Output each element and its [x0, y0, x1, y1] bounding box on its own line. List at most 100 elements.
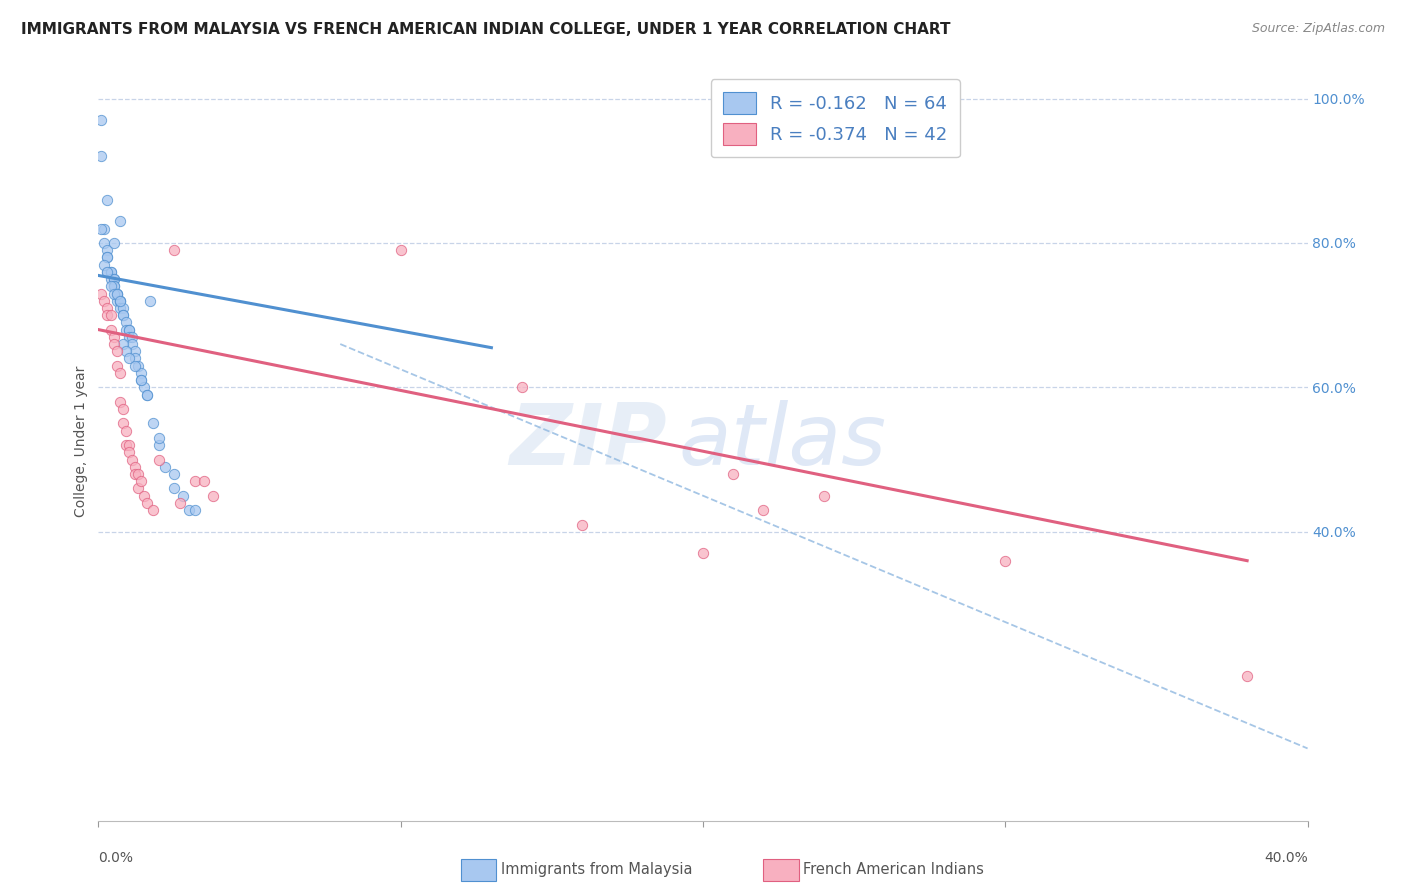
Point: [105, 286, 128, 301]
Point: [100, 265, 122, 279]
Point: [103, 279, 125, 293]
Point: [193, 475, 215, 489]
Point: [129, 475, 152, 489]
Point: [111, 417, 134, 431]
Point: [139, 293, 162, 308]
Text: 40.0%: 40.0%: [1264, 851, 1308, 865]
Text: 0.0%: 0.0%: [98, 851, 134, 865]
Point: [135, 387, 157, 401]
Point: [93, 293, 115, 308]
Point: [93, 258, 115, 272]
Point: [111, 308, 134, 322]
Point: [124, 359, 146, 373]
Point: [96, 193, 118, 207]
Point: [169, 496, 191, 510]
Point: [132, 380, 155, 394]
Text: atlas: atlas: [679, 400, 887, 483]
Point: [389, 243, 412, 257]
Point: [100, 308, 122, 322]
Point: [108, 214, 131, 228]
Point: [132, 489, 155, 503]
Point: [96, 265, 118, 279]
Point: [129, 366, 152, 380]
Point: [118, 445, 141, 459]
Point: [184, 503, 207, 517]
Point: [118, 323, 141, 337]
Point: [108, 293, 131, 308]
Point: [96, 251, 118, 265]
Point: [1236, 669, 1258, 683]
Point: [163, 467, 186, 481]
Point: [105, 286, 128, 301]
Point: [118, 330, 141, 344]
Point: [121, 452, 143, 467]
Point: [90, 113, 112, 128]
Point: [100, 265, 122, 279]
Point: [105, 344, 128, 359]
Point: [90, 221, 112, 235]
Point: [96, 301, 118, 315]
Point: [148, 438, 170, 452]
Point: [103, 279, 125, 293]
Point: [124, 459, 146, 474]
Y-axis label: College, Under 1 year: College, Under 1 year: [75, 366, 89, 517]
Point: [90, 149, 112, 163]
Point: [124, 351, 146, 366]
Text: ZIP: ZIP: [509, 400, 666, 483]
Point: [108, 301, 131, 315]
Point: [148, 452, 170, 467]
Point: [111, 337, 134, 351]
Text: IMMIGRANTS FROM MALAYSIA VS FRENCH AMERICAN INDIAN COLLEGE, UNDER 1 YEAR CORRELA: IMMIGRANTS FROM MALAYSIA VS FRENCH AMERI…: [21, 22, 950, 37]
Point: [124, 344, 146, 359]
Point: [172, 489, 194, 503]
Point: [114, 438, 136, 452]
Point: [114, 323, 136, 337]
Point: [135, 496, 157, 510]
Point: [96, 251, 118, 265]
Point: [127, 482, 149, 496]
Point: [692, 546, 714, 560]
Point: [96, 308, 118, 322]
Point: [129, 373, 152, 387]
Point: [723, 467, 745, 481]
Point: [142, 503, 165, 517]
Point: [127, 359, 149, 373]
Point: [129, 373, 152, 387]
Point: [111, 308, 134, 322]
Point: [148, 431, 170, 445]
Point: [103, 330, 125, 344]
Point: [813, 489, 835, 503]
Point: [124, 467, 146, 481]
Point: [100, 279, 122, 293]
Point: [105, 286, 128, 301]
Point: [103, 272, 125, 286]
Text: French American Indians: French American Indians: [803, 863, 984, 877]
Point: [93, 221, 115, 235]
Point: [118, 351, 141, 366]
Point: [752, 503, 775, 517]
Point: [571, 517, 593, 532]
Point: [118, 323, 141, 337]
Point: [118, 438, 141, 452]
Point: [111, 402, 134, 417]
Point: [135, 387, 157, 401]
Point: [202, 489, 225, 503]
Point: [103, 235, 125, 250]
Point: [114, 424, 136, 438]
Point: [96, 265, 118, 279]
Point: [100, 323, 122, 337]
Point: [105, 359, 128, 373]
Point: [103, 286, 125, 301]
Point: [179, 503, 201, 517]
Point: [114, 315, 136, 329]
Point: [108, 366, 131, 380]
Point: [163, 243, 186, 257]
Point: [510, 380, 533, 394]
Point: [184, 475, 207, 489]
Point: [96, 243, 118, 257]
Point: [93, 235, 115, 250]
Legend: R = -0.162   N = 64, R = -0.374   N = 42: R = -0.162 N = 64, R = -0.374 N = 42: [710, 79, 960, 157]
Text: Source: ZipAtlas.com: Source: ZipAtlas.com: [1251, 22, 1385, 36]
Point: [111, 301, 134, 315]
Point: [108, 293, 131, 308]
